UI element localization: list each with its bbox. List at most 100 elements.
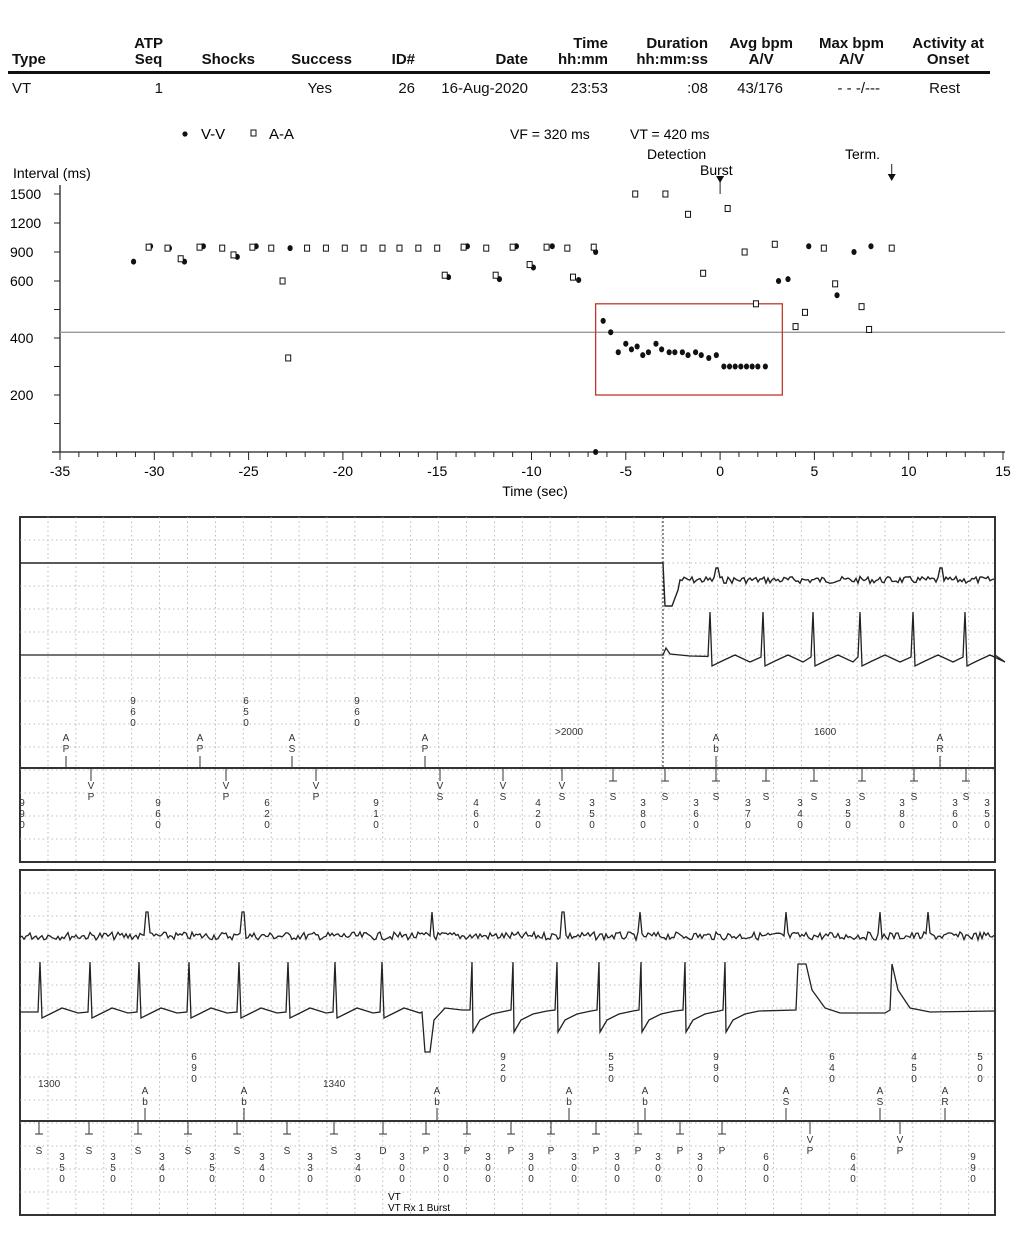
vv-point <box>868 243 874 250</box>
ventricular-marker: S <box>713 792 720 803</box>
aa-point <box>360 244 367 252</box>
aa-point <box>801 308 808 316</box>
y-axis-label: Interval (ms) <box>13 165 91 181</box>
ventricular-interval-char: 0 <box>899 820 905 831</box>
ventricular-interval-char: 3 <box>640 798 646 809</box>
atrial-interval-char: 6 <box>130 707 136 718</box>
ventricular-interval-char: 0 <box>571 1174 577 1185</box>
ventricular-interval-char: 0 <box>571 1163 577 1174</box>
ventricular-interval-char: 3 <box>485 1152 491 1163</box>
ventricular-interval-char: 0 <box>110 1174 116 1185</box>
ventricular-marker-char: S <box>559 792 566 803</box>
ventricular-marker-char: S <box>331 1146 338 1157</box>
ventricular-marker-char: P <box>548 1146 555 1157</box>
ventricular-marker: S <box>331 1146 338 1157</box>
ventricular-marker-char: V <box>897 1135 904 1146</box>
legend-marker-vv <box>182 131 188 137</box>
y-tick-label: 200 <box>10 387 34 403</box>
ventricular-marker: S <box>662 792 669 803</box>
atrial-marker-char: A <box>877 1086 884 1097</box>
ventricular-interval-char: 9 <box>155 798 161 809</box>
ventricular-interval-char: 9 <box>970 1152 976 1163</box>
atrial-interval-char: 0 <box>977 1063 983 1074</box>
table-cell: Yes <box>307 80 332 97</box>
axes: 200 400 600 900 1200 1500 -35 -30 -25 -20 -15 -10 -5… <box>10 164 1011 479</box>
vv-point <box>726 363 733 370</box>
atrial-marker-char: A <box>289 733 296 744</box>
ventricular-marker-char: S <box>662 792 669 803</box>
table-cell: 1 <box>154 80 163 97</box>
ventricular-interval-char: 5 <box>845 809 851 820</box>
ventricular-marker-char: S <box>963 792 970 803</box>
ventricular-marker-char: P <box>593 1146 600 1157</box>
ventricular-interval-char: 2 <box>535 809 541 820</box>
strip2-annotation-burst: VT Rx 1 Burst <box>388 1203 450 1214</box>
aa-point <box>230 251 237 259</box>
column-header-line2: Onset <box>926 51 970 68</box>
vv-point <box>738 363 744 370</box>
egm-strip-1-frame <box>19 516 996 863</box>
ventricular-marker-char: S <box>859 792 866 803</box>
atrial-interval-char: 9 <box>354 696 360 707</box>
y-tick-label: 1500 <box>10 186 41 202</box>
x-tick-label: 5 <box>811 463 819 479</box>
ventricular-interval-char: 0 <box>307 1174 313 1185</box>
ventricular-marker: S <box>135 1146 142 1157</box>
header-rule <box>8 71 990 74</box>
ventricular-interval-char: 3 <box>697 1152 703 1163</box>
column-header-line1: Avg bpm <box>729 35 793 52</box>
ventricular-egm-trace <box>20 961 996 1053</box>
vv-point <box>749 363 755 370</box>
ventricular-interval-char: 0 <box>159 1174 165 1185</box>
vv-point <box>593 449 599 455</box>
ventricular-interval-char: 0 <box>614 1163 620 1174</box>
x-axis-label: Time (sec) <box>502 483 568 499</box>
column-header-line1: Activity at <box>912 35 984 52</box>
atrial-interval-char: 0 <box>977 1074 983 1085</box>
ventricular-interval-char: 3 <box>745 798 751 809</box>
atrial-interval-char: 9 <box>130 696 136 707</box>
atrial-interval-char: 6 <box>829 1052 835 1063</box>
ventricular-interval-char: 4 <box>259 1163 265 1174</box>
ventricular-interval-char: 0 <box>763 1174 769 1185</box>
ventricular-interval-char: 5 <box>589 809 595 820</box>
x-tick-label: -20 <box>333 463 353 479</box>
ventricular-marker: P <box>508 1146 515 1157</box>
ventricular-marker-char: P <box>313 792 320 803</box>
ventricular-marker-char: P <box>508 1146 515 1157</box>
aa-point <box>662 190 669 198</box>
column-header-line1: Duration <box>646 35 708 52</box>
ventricular-interval-char: 5 <box>984 809 990 820</box>
ventricular-marker-char: P <box>897 1146 904 1157</box>
atrial-interval-char: 0 <box>500 1074 506 1085</box>
atrial-marker-char: A <box>566 1086 573 1097</box>
x-tick-label: 10 <box>901 463 917 479</box>
y-tick-label: 400 <box>10 330 34 346</box>
ventricular-interval-char: 0 <box>473 820 479 831</box>
ventricular-interval-char: 3 <box>899 798 905 809</box>
atrial-interval-text: 1300 <box>38 1079 61 1090</box>
aa-point <box>304 244 311 252</box>
ventricular-marker: P <box>464 1146 471 1157</box>
vv-point <box>743 363 750 370</box>
atrial-marker-char: b <box>642 1097 648 1108</box>
ventricular-marker: S <box>185 1146 192 1157</box>
ventricular-marker: S <box>234 1146 241 1157</box>
ventricular-marker-char: P <box>635 1146 642 1157</box>
egm-strip-2-frame <box>19 869 996 1216</box>
vv-point <box>685 352 691 359</box>
